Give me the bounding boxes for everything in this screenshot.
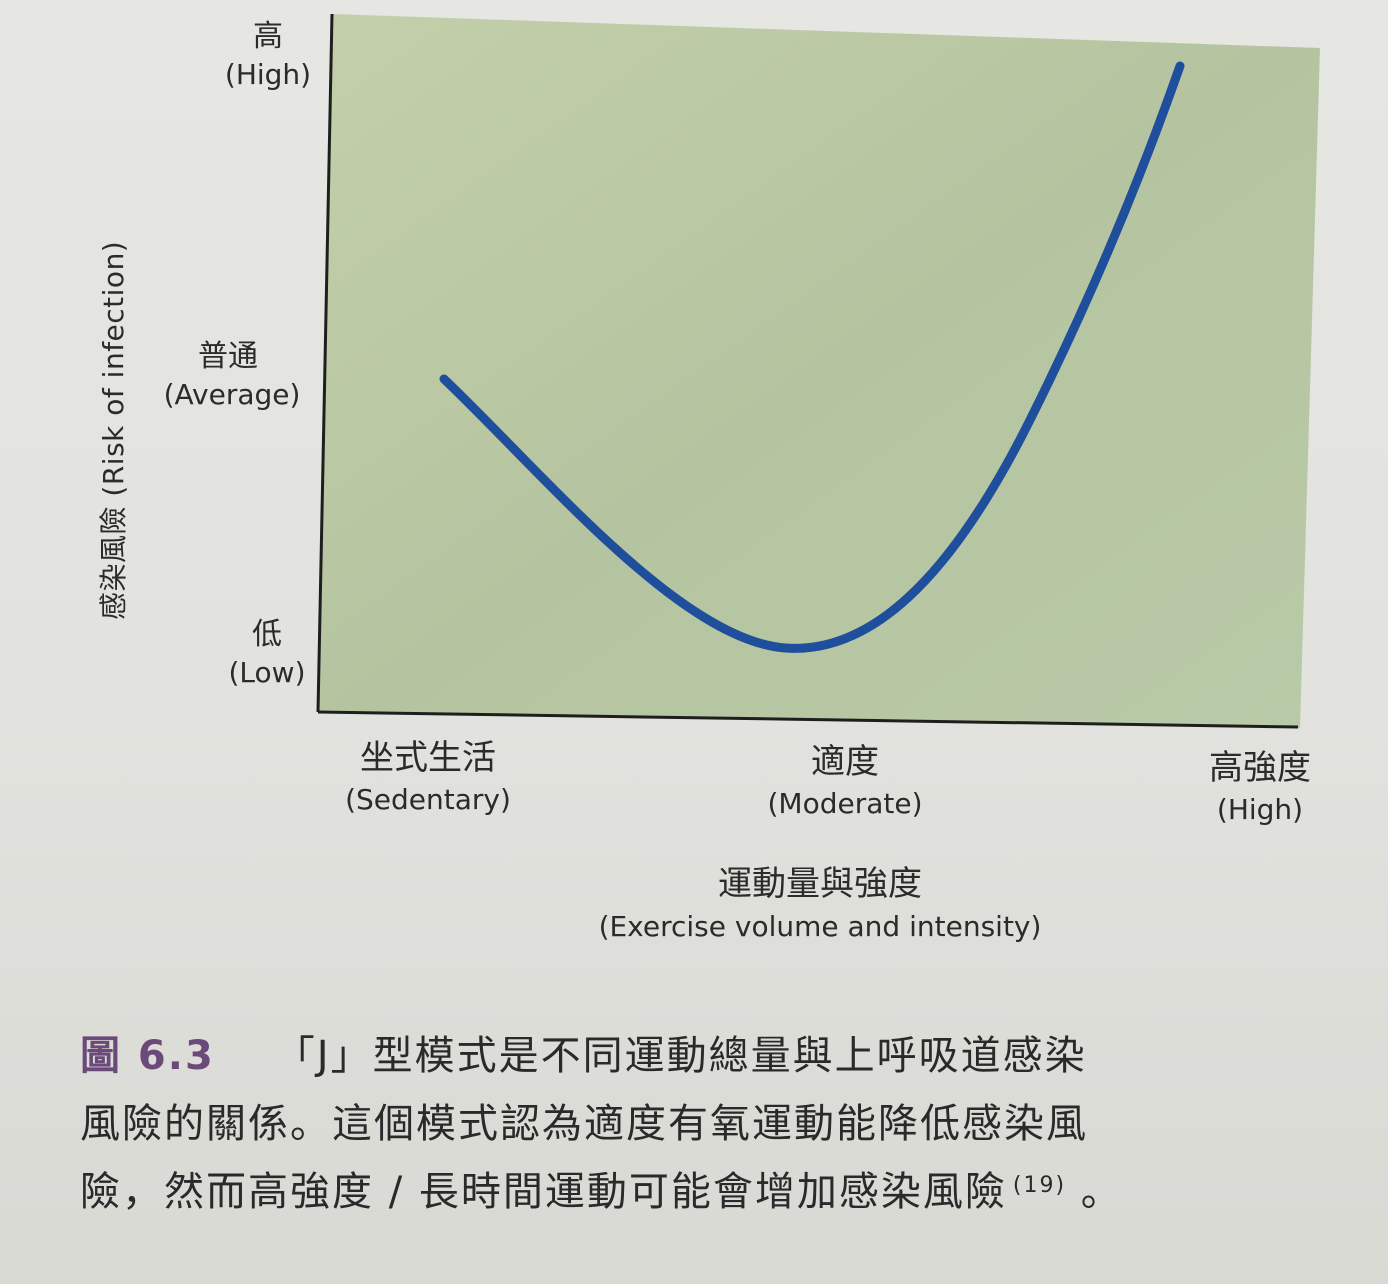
caption-line-2: 風險的關係。這個模式認為適度有氧運動能降低感染風: [80, 1101, 1088, 1147]
y-tick-low-en: (Low): [228, 656, 306, 689]
figure-label: 圖 6.3: [80, 1033, 215, 1079]
x-axis-title-en: (Exercise volume and intensity): [598, 910, 1042, 943]
caption-end: 。: [1066, 1169, 1123, 1215]
y-tick-average-zh: 普通: [198, 339, 258, 374]
x-axis-title: 運動量與強度 (Exercise volume and intensity): [540, 862, 1100, 948]
y-axis-title-en: (Risk of infection): [97, 240, 130, 497]
reference-superscript: (19): [1012, 1173, 1067, 1198]
figure-caption: 圖 6.3 「J」型模式是不同運動總量與上呼吸道感染 風險的關係。這個模式認為適度…: [80, 1022, 1310, 1226]
x-tick-sedentary-zh: 坐式生活: [360, 738, 496, 778]
x-tick-moderate-zh: 適度: [811, 742, 879, 782]
caption-line-1: 圖 6.3 「J」型模式是不同運動總量與上呼吸道感染: [80, 1022, 1310, 1090]
caption-line-3: 險，然而高強度 / 長時間運動可能會增加感染風險 (19) 。: [80, 1158, 1310, 1226]
x-tick-high-en: (High): [1216, 793, 1304, 826]
y-tick-average: 普通 (Average): [150, 338, 314, 414]
y-tick-low: 低 (Low): [212, 616, 322, 692]
x-tick-moderate: 適度 (Moderate): [735, 740, 955, 824]
caption-text-1: 「J」型模式是不同運動總量與上呼吸道感染: [274, 1033, 1087, 1079]
x-tick-high: 高強度 (High): [1180, 746, 1340, 830]
y-axis-title: 感染風險 (Risk of infection): [92, 241, 132, 620]
x-axis-line: [317, 710, 1299, 729]
y-axis-title-zh: 感染風險: [97, 505, 130, 620]
x-tick-high-zh: 高強度: [1209, 748, 1311, 788]
x-tick-moderate-en: (Moderate): [767, 787, 923, 820]
y-tick-high: 高 (High): [210, 18, 326, 94]
plot-background: [318, 14, 1320, 728]
x-tick-sedentary: 坐式生活 (Sedentary): [318, 736, 538, 820]
caption-text-3: 險，然而高強度 / 長時間運動可能會增加感染風險: [80, 1169, 1007, 1215]
x-tick-sedentary-en: (Sedentary): [345, 783, 511, 816]
y-tick-average-en: (Average): [163, 378, 301, 411]
y-tick-high-zh: 高: [253, 19, 283, 54]
x-axis-title-zh: 運動量與強度: [718, 864, 922, 904]
y-tick-low-zh: 低: [252, 617, 282, 652]
y-tick-high-en: (High): [224, 58, 312, 91]
j-curve-line: [439, 61, 1185, 653]
y-axis-line: [316, 13, 334, 713]
